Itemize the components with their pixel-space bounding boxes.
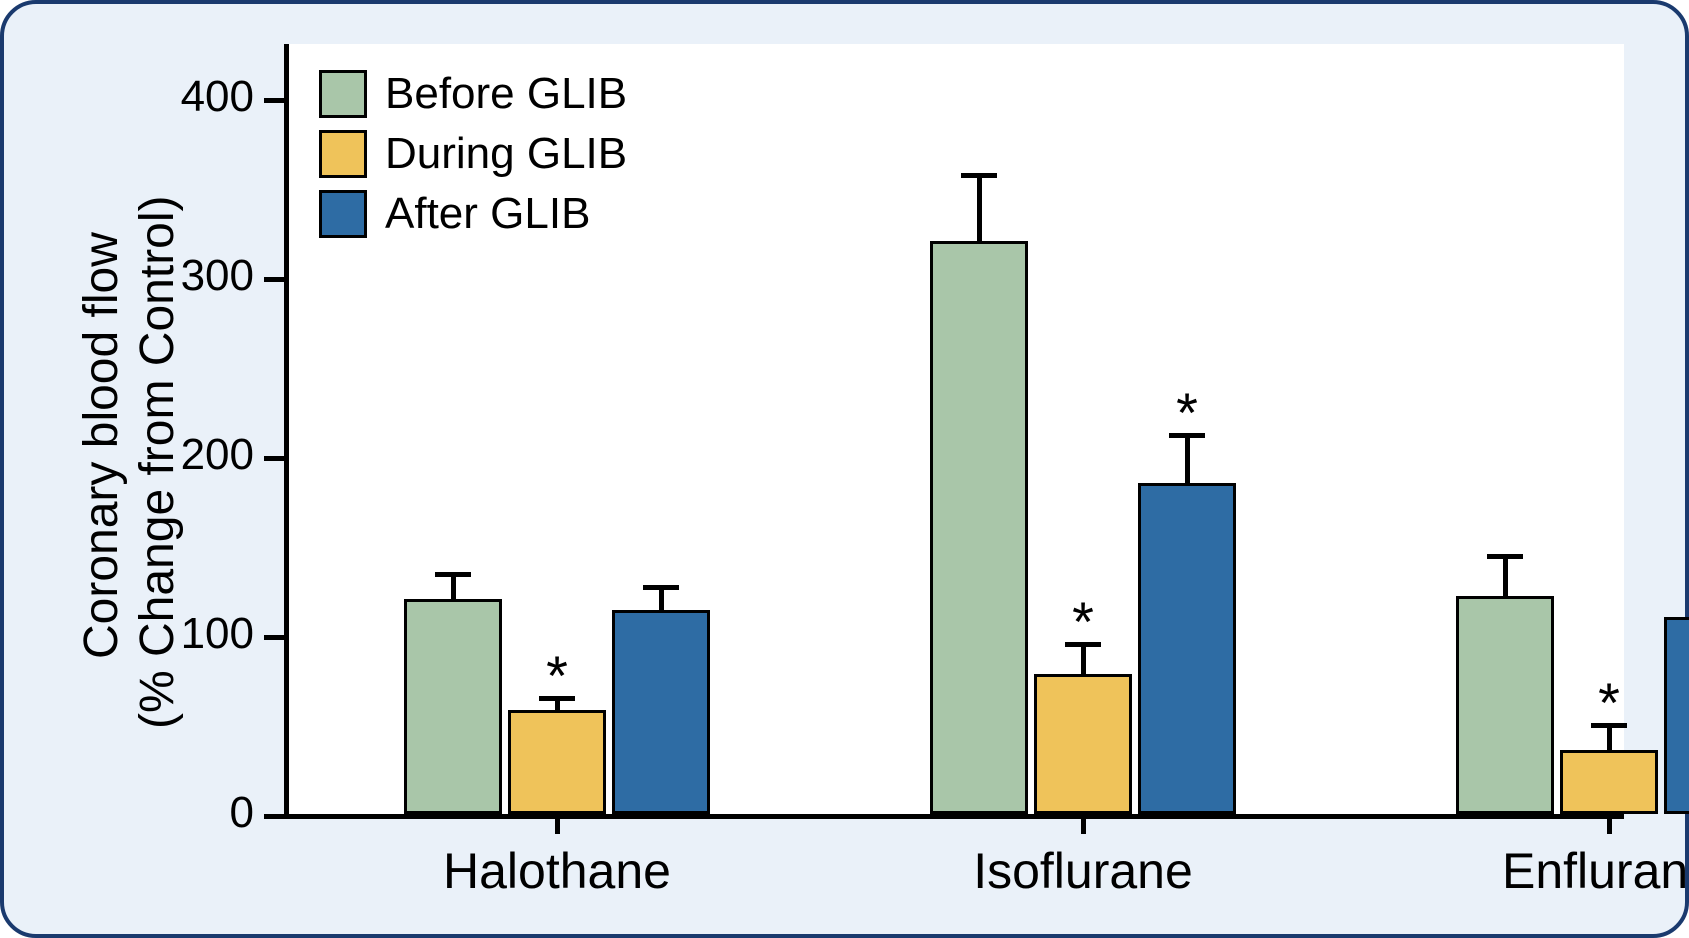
chart-frame: Coronary blood flow (% Change from Contr… — [0, 0, 1689, 938]
significance-marker: * — [1589, 675, 1629, 731]
bar — [508, 710, 606, 814]
x-axis — [284, 814, 1624, 819]
y-axis — [284, 44, 289, 819]
x-tick-label: Halothane — [397, 842, 717, 900]
legend-label: After GLIB — [385, 189, 590, 239]
bar — [612, 610, 710, 814]
y-tick-label: 100 — [154, 609, 254, 659]
y-tick — [264, 635, 284, 640]
x-tick-label: Isoflurane — [923, 842, 1243, 900]
significance-marker: * — [1167, 385, 1207, 441]
y-tick-label: 0 — [154, 788, 254, 838]
bar — [404, 599, 502, 814]
legend: Before GLIB During GLIB After GLIB — [319, 69, 627, 249]
error-cap — [961, 173, 997, 178]
legend-label: During GLIB — [385, 129, 627, 179]
x-tick — [1607, 814, 1612, 834]
bar — [1034, 674, 1132, 814]
y-tick — [264, 456, 284, 461]
bar — [1138, 483, 1236, 814]
error-bar — [977, 173, 982, 241]
significance-marker: * — [1063, 594, 1103, 650]
y-tick-label: 200 — [154, 430, 254, 480]
error-cap — [643, 585, 679, 590]
bar — [1456, 596, 1554, 814]
error-cap — [1487, 554, 1523, 559]
legend-swatch — [319, 130, 367, 178]
legend-swatch — [319, 190, 367, 238]
significance-marker: * — [537, 648, 577, 704]
bar — [1560, 750, 1658, 814]
legend-swatch — [319, 70, 367, 118]
bar — [1664, 617, 1689, 814]
y-tick-label: 300 — [154, 251, 254, 301]
y-tick — [264, 277, 284, 282]
legend-item: After GLIB — [319, 189, 627, 239]
y-tick-label: 400 — [154, 72, 254, 122]
legend-label: Before GLIB — [385, 69, 627, 119]
bar — [930, 241, 1028, 814]
y-tick — [264, 98, 284, 103]
error-bar — [1503, 554, 1508, 595]
legend-item: Before GLIB — [319, 69, 627, 119]
error-cap — [435, 572, 471, 577]
y-axis-label-line1: Coronary blood flow — [74, 232, 129, 659]
y-tick — [264, 814, 284, 819]
x-tick — [555, 814, 560, 834]
x-tick — [1081, 814, 1086, 834]
legend-item: During GLIB — [319, 129, 627, 179]
x-tick-label: Enflurane — [1449, 842, 1689, 900]
